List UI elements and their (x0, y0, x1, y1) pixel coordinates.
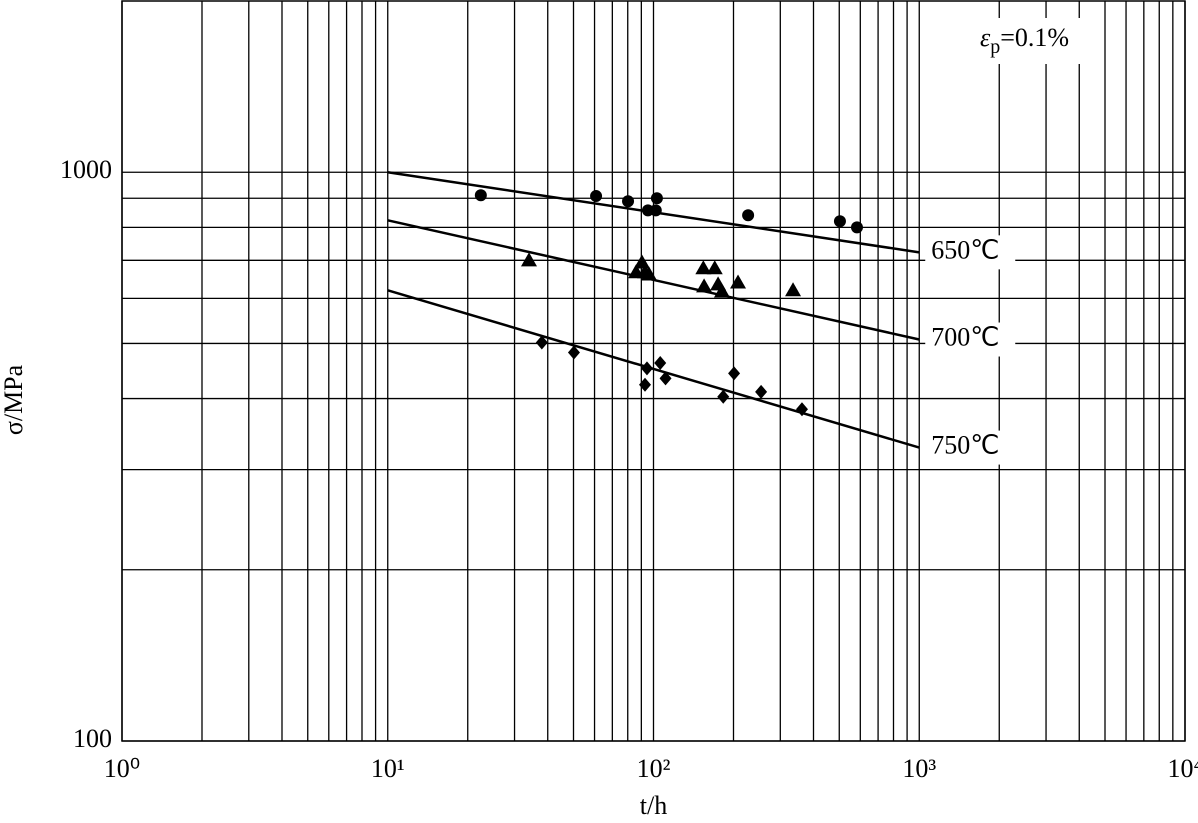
series-label: 700℃ (931, 322, 999, 351)
annotation-part: p (990, 36, 1000, 58)
data-point (640, 361, 653, 376)
data-point (717, 389, 730, 404)
x-axis-label: t/h (640, 791, 667, 820)
data-point (706, 260, 723, 275)
fit-line (387, 289, 920, 449)
annotation-part: ε (980, 23, 991, 52)
data-point (850, 221, 863, 234)
series-label: 750℃ (931, 431, 999, 460)
data-point (713, 283, 730, 298)
data-point (633, 254, 650, 269)
plot-frame (121, 0, 1186, 742)
data-point (650, 192, 663, 205)
y-tick-label: 1000 (60, 155, 112, 184)
x-tick-label: 10¹ (371, 754, 405, 783)
y-tick-label: 100 (73, 724, 112, 753)
annotation: εp=0.1% (980, 23, 1069, 58)
data-point (755, 384, 768, 399)
x-tick-label: 10⁰ (104, 754, 140, 783)
data-point (742, 209, 755, 222)
data-point (785, 282, 802, 297)
data-point (730, 274, 747, 289)
data-point (590, 190, 603, 203)
data-point (659, 371, 672, 386)
x-tick-label: 10⁴ (1167, 754, 1198, 783)
data-point (649, 204, 662, 217)
data-point (622, 195, 635, 208)
data-point (833, 215, 846, 228)
data-point (728, 366, 741, 381)
series-label-box (925, 322, 1016, 357)
data-point (696, 278, 713, 293)
data-point (535, 335, 548, 350)
data-point (639, 377, 652, 392)
x-tick-label: 10² (637, 754, 671, 783)
data-point (641, 266, 658, 281)
data-point (654, 355, 667, 370)
series-label-box (925, 235, 1016, 270)
x-tick-label: 10³ (902, 754, 936, 783)
data-point (474, 189, 487, 202)
data-point (520, 252, 537, 267)
data-point (567, 345, 580, 360)
annotation-box (974, 18, 1104, 64)
series-label-box (925, 430, 1016, 465)
annotation-part: =0.1% (1000, 23, 1069, 52)
data-point (695, 260, 712, 275)
y-axis-label: σ/MPa (0, 364, 28, 435)
series-label: 650℃ (931, 235, 999, 264)
data-point (795, 402, 808, 417)
